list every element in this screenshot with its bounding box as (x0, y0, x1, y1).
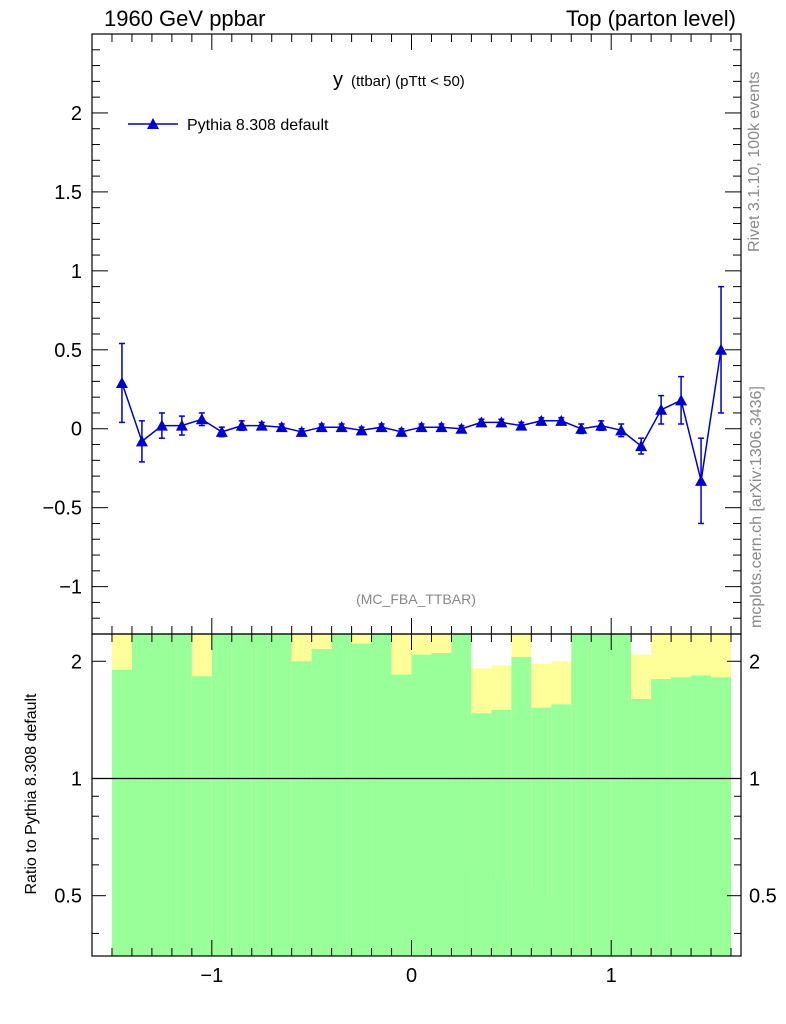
data-point-marker (695, 474, 708, 486)
header-right-title: Top (parton level) (566, 6, 736, 31)
x-tick-label: −1 (200, 965, 223, 987)
data-point-marker (415, 421, 428, 433)
main-y-tick-label: 2 (71, 103, 82, 125)
ratio-y-tick-label-right: 2 (749, 651, 760, 673)
data-point-marker (155, 419, 168, 431)
data-point-marker (215, 425, 228, 437)
data-point-marker (315, 421, 328, 433)
data-point-marker (615, 424, 628, 436)
ratio-inner-band (651, 679, 672, 956)
main-y-tick-label: 0.5 (54, 340, 82, 362)
main-y-tick-label: 1 (71, 261, 82, 283)
data-point-marker (355, 424, 368, 436)
data-point-marker (135, 435, 148, 447)
ratio-inner-band (711, 677, 732, 956)
main-y-tick-label: −1 (59, 577, 82, 599)
ratio-y-tick-label-left: 2 (71, 651, 82, 673)
data-point-marker (475, 416, 488, 428)
ratio-inner-band (471, 713, 492, 956)
data-point-marker (295, 425, 308, 437)
ratio-y-axis-label: Ratio to Pythia 8.308 default (23, 693, 40, 895)
ratio-empty-region (531, 634, 552, 664)
ratio-empty-region (551, 634, 572, 662)
ratio-inner-band (591, 634, 612, 956)
data-point-marker (635, 440, 648, 452)
ratio-inner-band (211, 634, 232, 956)
main-panel: −1 −0.5 0 0.5 1 1.5 2 (43, 33, 742, 635)
ratio-inner-band (371, 634, 392, 956)
ratio-inner-band (131, 634, 152, 956)
main-y-tick-label: −0.5 (43, 498, 82, 520)
data-point-marker (495, 416, 508, 428)
watermark-label: (MC_FBA_TTBAR) (356, 591, 476, 607)
ratio-y-tick-label-right: 0.5 (749, 886, 777, 908)
ratio-inner-band (351, 643, 372, 956)
ratio-empty-region (491, 634, 512, 666)
ratio-inner-band (531, 707, 552, 956)
chart-title-sub: (ttbar) (pTtt < 50) (351, 73, 465, 90)
data-point-marker (455, 422, 468, 434)
legend-marker (147, 118, 159, 129)
ratio-y-tick-label-right: 1 (749, 768, 760, 790)
ratio-inner-band (391, 674, 412, 956)
ratio-empty-region (631, 634, 652, 655)
data-point-marker (655, 403, 668, 415)
data-point-marker (115, 376, 128, 388)
main-y-tick-label: 0 (71, 419, 82, 441)
x-tick-label: 0 (406, 965, 417, 987)
data-point-marker (715, 343, 728, 355)
header-left-title: 1960 GeV ppbar (104, 6, 266, 31)
data-point-marker (595, 419, 608, 431)
ratio-panel: 0.5 0.5 1 1 2 2 −1 0 1 (54, 633, 777, 987)
ratio-y-tick-label-left: 0.5 (54, 886, 82, 908)
data-point-marker (275, 421, 288, 433)
data-point-marker (375, 421, 388, 433)
ratio-inner-band (491, 709, 512, 956)
ratio-inner-band (691, 675, 712, 956)
data-point-marker (335, 421, 348, 433)
ratio-empty-region (471, 634, 492, 669)
x-tick-label: 1 (606, 965, 617, 987)
ratio-inner-band (191, 676, 212, 956)
data-point-marker (175, 419, 188, 431)
data-point-marker (195, 413, 208, 425)
ratio-y-tick-label-left: 1 (71, 768, 82, 790)
data-point-marker (575, 422, 588, 434)
ratio-inner-band (411, 654, 432, 956)
ratio-inner-band (111, 669, 132, 956)
ratio-inner-band (631, 699, 652, 956)
ratio-inner-band (331, 634, 352, 956)
ratio-inner-band (271, 634, 292, 956)
data-point-marker (435, 421, 448, 433)
main-y-tick-label: 1.5 (54, 182, 82, 204)
legend-label: Pythia 8.308 default (187, 117, 329, 134)
series-line (121, 349, 722, 481)
ratio-inner-band (431, 653, 452, 956)
data-point-marker (395, 425, 408, 437)
ratio-inner-band (511, 657, 532, 956)
data-point-marker (235, 419, 248, 431)
data-point-marker (555, 414, 568, 426)
chart-title-main: y (333, 69, 343, 91)
data-point-marker (535, 414, 548, 426)
ratio-inner-band (571, 634, 592, 956)
data-point-marker (515, 419, 528, 431)
ratio-inner-band (151, 634, 172, 956)
ratio-inner-band (611, 634, 632, 956)
ratio-inner-band (671, 677, 692, 956)
data-point-marker (255, 419, 268, 431)
ratio-inner-band (291, 661, 312, 956)
ratio-inner-band (231, 634, 252, 956)
data-point-marker (675, 394, 688, 406)
ratio-inner-band (451, 634, 472, 956)
ratio-inner-band (171, 634, 192, 956)
ratio-inner-band (311, 649, 332, 956)
ratio-inner-band (251, 634, 272, 956)
ratio-inner-band (551, 704, 572, 956)
